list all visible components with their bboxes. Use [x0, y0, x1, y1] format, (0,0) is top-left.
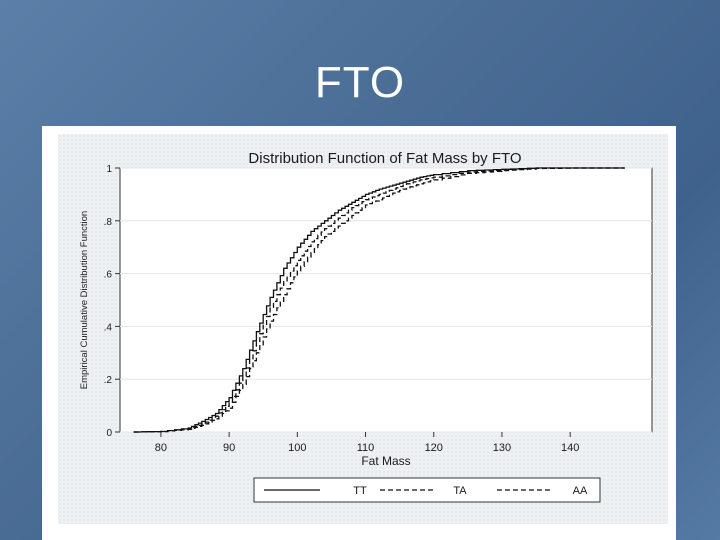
x-tick-label: 120 — [425, 442, 443, 454]
legend-label-aa: AA — [573, 485, 588, 497]
y-tick-label: 0 — [106, 428, 112, 439]
chart-title: Distribution Function of Fat Mass by FTO — [248, 150, 521, 167]
series-lines — [133, 167, 625, 433]
series-line-ta — [133, 167, 625, 433]
legend: TT TA AA — [253, 477, 601, 503]
y-tick-label: .4 — [104, 322, 113, 333]
chart-panel: Distribution Function of Fat Mass by FTO… — [42, 126, 676, 540]
x-tick-label: 130 — [493, 442, 511, 454]
axis-ticks: 0 .2 .4 .6 .8 1 80 90 100 110 120 130 140 — [104, 164, 580, 454]
y-tick-label: .6 — [104, 270, 113, 281]
x-tick-label: 90 — [223, 442, 235, 454]
x-tick-label: 110 — [357, 442, 375, 454]
x-axis-label: Fat Mass — [361, 454, 410, 468]
series-line-aa — [133, 167, 625, 433]
y-tick-label: 1 — [106, 164, 112, 175]
y-tick-label: .2 — [104, 375, 113, 386]
x-tick-label: 80 — [155, 442, 167, 454]
x-tick-label: 140 — [561, 442, 579, 454]
plot-area — [119, 167, 653, 433]
y-axis-label: Empirical Cumulative Distribution Functi… — [79, 211, 90, 389]
slide-title: FTO — [314, 58, 406, 107]
legend-label-ta: TA — [453, 485, 467, 497]
ecdf-chart: Distribution Function of Fat Mass by FTO… — [58, 134, 668, 524]
series-line-tt — [133, 167, 625, 433]
x-tick-label: 100 — [288, 442, 306, 454]
legend-label-tt: TT — [353, 485, 367, 497]
y-tick-label: .8 — [104, 217, 113, 228]
